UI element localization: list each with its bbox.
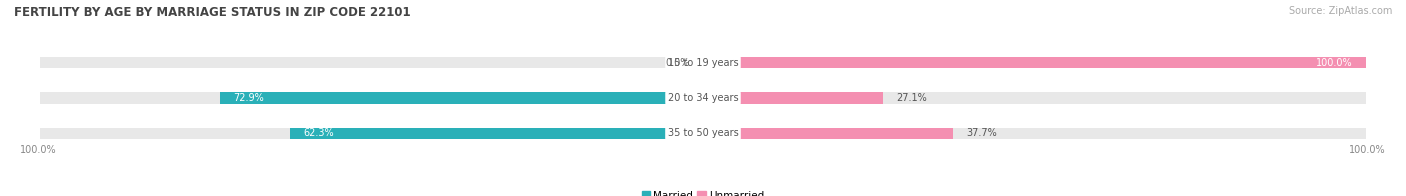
Legend: Married, Unmarried: Married, Unmarried <box>638 186 768 196</box>
Bar <box>219 92 703 104</box>
Text: 62.3%: 62.3% <box>304 128 335 138</box>
Text: 20 to 34 years: 20 to 34 years <box>668 93 738 103</box>
Bar <box>41 57 1365 68</box>
Text: FERTILITY BY AGE BY MARRIAGE STATUS IN ZIP CODE 22101: FERTILITY BY AGE BY MARRIAGE STATUS IN Z… <box>14 6 411 19</box>
Text: 72.9%: 72.9% <box>233 93 264 103</box>
Text: 15 to 19 years: 15 to 19 years <box>668 58 738 68</box>
Text: 100.0%: 100.0% <box>1350 145 1386 155</box>
Bar <box>703 92 883 104</box>
Text: 37.7%: 37.7% <box>966 128 997 138</box>
Text: 35 to 50 years: 35 to 50 years <box>668 128 738 138</box>
Text: 100.0%: 100.0% <box>20 145 56 155</box>
Text: 100.0%: 100.0% <box>1316 58 1353 68</box>
Bar <box>703 128 953 139</box>
Text: Source: ZipAtlas.com: Source: ZipAtlas.com <box>1288 6 1392 16</box>
Bar <box>703 57 1365 68</box>
Bar <box>290 128 703 139</box>
Bar <box>41 128 1365 139</box>
Text: 27.1%: 27.1% <box>896 93 927 103</box>
Bar <box>41 92 1365 104</box>
Text: 0.0%: 0.0% <box>665 58 690 68</box>
